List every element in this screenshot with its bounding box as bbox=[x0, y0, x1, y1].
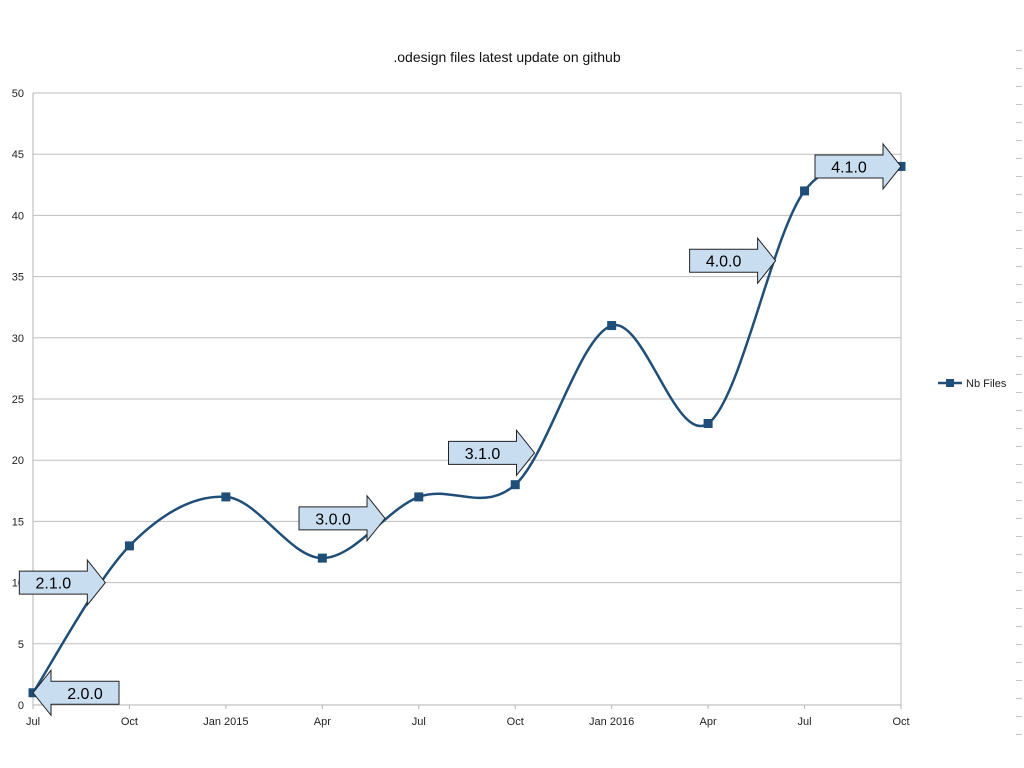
annotation-label: 2.1.0 bbox=[36, 576, 72, 593]
x-tick-label: Apr bbox=[314, 716, 331, 728]
annotation-arrow bbox=[448, 428, 536, 477]
data-point-marker bbox=[510, 480, 520, 490]
annotation-label: 3.1.0 bbox=[465, 446, 501, 463]
series-line bbox=[31, 162, 902, 694]
chart-title: .odesign files latest update on github bbox=[393, 49, 620, 65]
x-tick-label: Jul bbox=[26, 716, 40, 728]
y-tick-label: 20 bbox=[12, 455, 24, 467]
legend: Nb Files bbox=[938, 378, 1007, 390]
annotation-arrow bbox=[18, 558, 106, 607]
legend-swatch-marker bbox=[946, 379, 954, 387]
annotation-arrow bbox=[689, 236, 777, 285]
edge-marks bbox=[1016, 50, 1022, 740]
series-layer bbox=[28, 161, 906, 698]
axes bbox=[32, 93, 901, 706]
y-tick-label: 5 bbox=[18, 639, 24, 651]
y-tick-label: 15 bbox=[12, 516, 24, 528]
data-point-marker bbox=[221, 492, 231, 502]
x-tick-label: Jan 2016 bbox=[589, 716, 634, 728]
annotations-layer: 2.0.0 2.1.0 3.0.0 3.1.0 4.0.0 4.1.0 bbox=[18, 142, 902, 717]
x-tick-label: Jul bbox=[798, 716, 812, 728]
x-tick-label: Oct bbox=[892, 716, 909, 728]
x-tick-label: Jul bbox=[412, 716, 426, 728]
y-tick-label: 45 bbox=[12, 149, 24, 161]
x-tick-label: Oct bbox=[507, 716, 524, 728]
x-tick-label: Jan 2015 bbox=[203, 716, 248, 728]
grid bbox=[33, 92, 902, 706]
annotation-label: 2.0.0 bbox=[67, 686, 103, 703]
legend-label: Nb Files bbox=[966, 378, 1007, 390]
annotation-label: 4.1.0 bbox=[831, 159, 867, 176]
data-point-marker bbox=[124, 541, 134, 551]
data-point-marker bbox=[607, 321, 617, 331]
data-point-marker bbox=[703, 418, 713, 428]
annotation-arrow bbox=[32, 668, 120, 717]
annotation-arrow bbox=[298, 494, 386, 543]
y-tick-label: 0 bbox=[18, 700, 24, 712]
annotation-label: 3.0.0 bbox=[315, 511, 351, 528]
y-tick-label: 40 bbox=[12, 210, 24, 222]
data-point-marker bbox=[800, 186, 810, 196]
annotation-label: 4.0.0 bbox=[706, 254, 742, 271]
x-tick-label: Oct bbox=[121, 716, 138, 728]
x-axis-ticks: Jul Oct Jan 2015 Apr Jul Oct Jan 2016 Apr Jul Oct bbox=[26, 705, 910, 728]
y-tick-label: 30 bbox=[12, 333, 24, 345]
y-tick-label: 50 bbox=[12, 88, 24, 100]
data-point-marker bbox=[317, 553, 327, 563]
annotation-arrow bbox=[814, 142, 902, 191]
data-point-marker bbox=[414, 492, 424, 502]
x-tick-label: Apr bbox=[700, 716, 717, 728]
y-tick-label: 35 bbox=[12, 272, 24, 284]
y-tick-label: 25 bbox=[12, 394, 24, 406]
